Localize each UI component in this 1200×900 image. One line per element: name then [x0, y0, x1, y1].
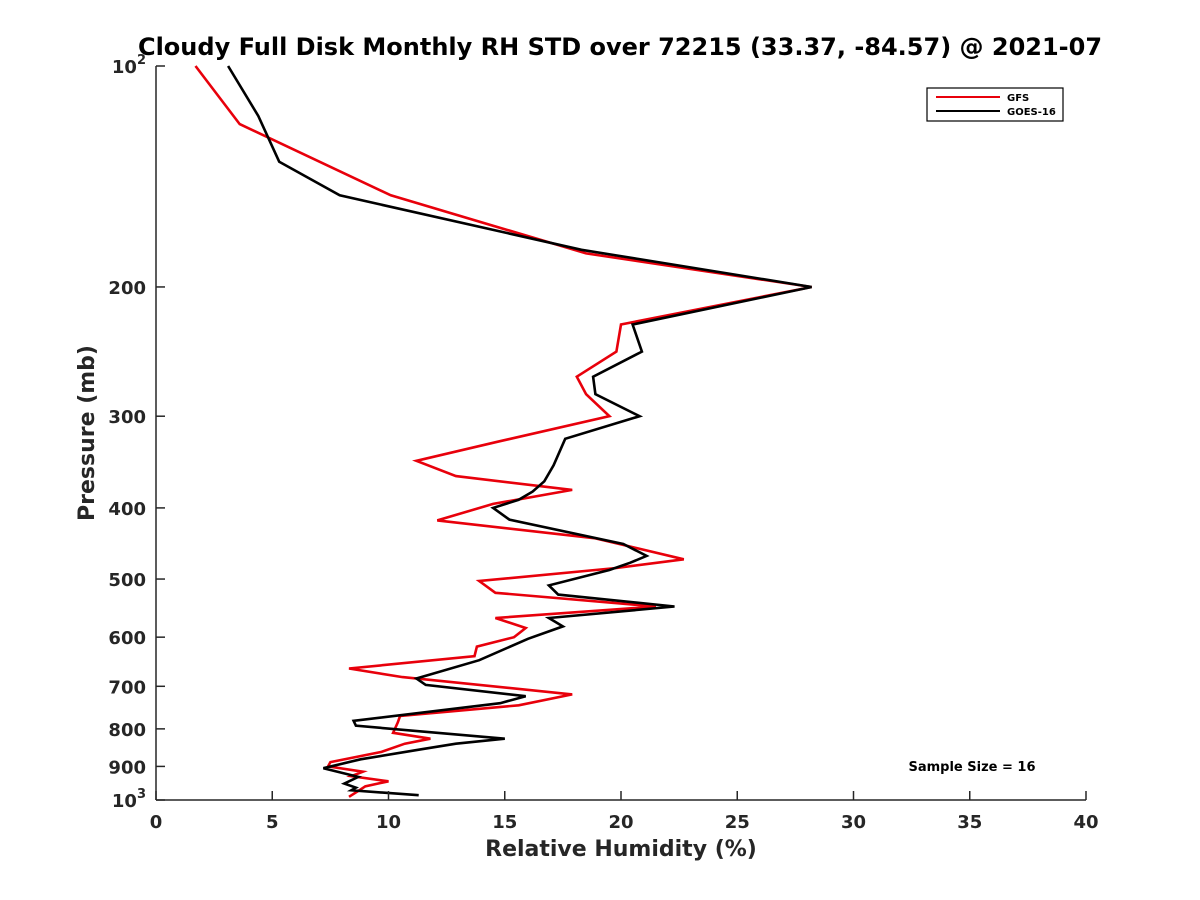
y-tick-label: 700: [108, 677, 146, 698]
y-axis-label: Pressure (mb): [75, 345, 100, 521]
x-tick-label: 0: [150, 812, 163, 833]
y-tick-label: 800: [108, 720, 146, 741]
x-tick-label: 20: [608, 812, 633, 833]
x-axis-ticks: 0 5 10 15 20 25 30 35 40: [150, 791, 1099, 833]
y-tick-label: 103: [112, 787, 146, 812]
legend: GFS GOES-16: [926, 87, 1064, 122]
y-tick-label: 400: [108, 499, 146, 520]
x-tick-label: 5: [266, 812, 279, 833]
legend-label-gfs: GFS: [1007, 93, 1029, 104]
chart-title: Cloudy Full Disk Monthly RH STD over 722…: [138, 33, 1102, 61]
x-tick-label: 25: [725, 812, 750, 833]
y-tick-label: 300: [108, 407, 146, 428]
y-tick-label: 200: [108, 278, 146, 299]
legend-label-goes16: GOES-16: [1007, 107, 1056, 118]
y-tick-label: 500: [108, 570, 146, 591]
y-axis-ticks: 102 200 300 400 500 600 700 800 900 103: [108, 53, 165, 812]
plot-area: 0 5 10 15 20 25 30 35 40 102 200 300 400 500 600 700 80…: [108, 53, 1098, 833]
y-tick-label: 102: [112, 53, 146, 78]
series-line-goes16: [226, 65, 812, 797]
y-tick-label: 600: [108, 628, 146, 649]
x-tick-label: 40: [1073, 812, 1098, 833]
x-tick-label: 30: [841, 812, 866, 833]
legend-box: [926, 87, 1064, 122]
x-tick-label: 35: [957, 812, 982, 833]
x-tick-label: 15: [492, 812, 517, 833]
y-tick-label: 900: [108, 757, 146, 778]
series-line-gfs: [194, 65, 812, 798]
series-layer: [194, 65, 812, 798]
x-tick-label: 10: [376, 812, 401, 833]
x-axis-label: Relative Humidity (%): [485, 837, 757, 862]
sample-size-annotation: Sample Size = 16: [908, 760, 1035, 775]
